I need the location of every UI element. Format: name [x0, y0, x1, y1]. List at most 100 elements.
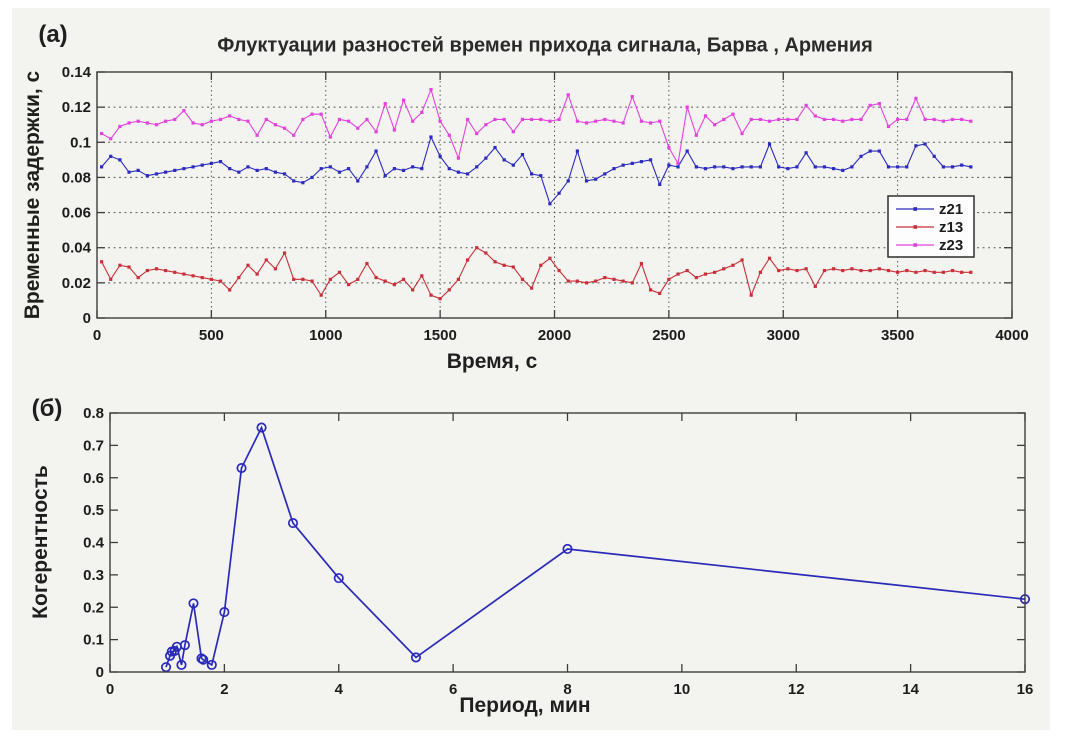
series-когерентность-marker: [196, 653, 207, 664]
series-z21-marker: [850, 165, 854, 169]
panel-a-label: (а): [38, 21, 68, 48]
series-z21-marker: [246, 165, 250, 169]
series-z13-marker: [950, 268, 955, 273]
series-z13-marker: [109, 277, 113, 281]
series-z23-marker: [612, 119, 616, 123]
series-z23-marker: [319, 112, 323, 116]
series-когерентность-marker: [160, 662, 172, 673]
x-tick-label: 4: [335, 681, 344, 698]
y-tick-label: 0.08: [62, 169, 91, 186]
y-tick-label: 0: [83, 310, 91, 327]
series-z13-marker: [237, 275, 241, 280]
series-z21-marker: [859, 154, 863, 158]
series-z21-marker: [475, 165, 479, 169]
series-z13-marker: [365, 261, 369, 266]
series-когерентность-marker: [219, 607, 230, 618]
y-tick-label: 0.4: [83, 535, 105, 552]
series-z13-marker: [374, 275, 378, 280]
series-z23-marker: [557, 117, 561, 122]
series-z13-marker: [932, 270, 936, 274]
series-z23-marker: [292, 133, 296, 137]
series-z13-marker: [658, 291, 662, 295]
series-z13-marker: [200, 275, 204, 280]
series-z21-marker: [493, 145, 497, 150]
y-tick-label: 0.7: [83, 437, 104, 454]
series-z13-marker: [539, 263, 543, 267]
series-z13-marker: [804, 267, 808, 271]
series-z21-marker: [502, 158, 506, 162]
series-когерентность-marker: [562, 543, 573, 555]
series-z13-marker: [429, 293, 433, 297]
series-z21-marker: [777, 165, 781, 169]
series-z21-line: [101, 135, 971, 205]
series-z13-marker: [255, 272, 259, 276]
series-z23-marker: [795, 117, 799, 122]
series-z13-marker: [465, 258, 470, 262]
series-когерентность-marker: [206, 659, 217, 670]
series-z23-marker: [859, 117, 863, 122]
series-z21-marker: [905, 165, 909, 169]
x-tick-label: 1500: [423, 327, 456, 344]
series-z13-marker: [575, 279, 579, 283]
series-z23-marker: [328, 135, 332, 139]
legend-label: z21: [939, 201, 963, 218]
series-z21-marker: [337, 170, 342, 174]
series-z21-marker: [191, 165, 195, 169]
series-z13-marker: [703, 272, 708, 276]
series-z21-marker: [969, 165, 973, 169]
series-z21-marker: [886, 165, 891, 169]
y-tick-label: 0.12: [62, 99, 91, 116]
axes-box: [109, 412, 1026, 673]
series-z21-marker: [182, 167, 186, 171]
series-z23-marker: [420, 110, 424, 115]
series-z23-marker: [868, 103, 872, 107]
series-z13-marker: [136, 275, 140, 280]
series-z23-marker: [200, 123, 204, 127]
series-z21-marker: [530, 172, 534, 176]
series-z21-marker: [685, 149, 689, 153]
series-z13-marker: [484, 251, 488, 255]
x-tick-label: 3500: [881, 327, 914, 344]
series-z13-marker: [456, 277, 461, 281]
series-z13-marker: [164, 268, 168, 273]
y-tick-label: 0.1: [83, 632, 104, 649]
series-z23-marker: [658, 119, 662, 123]
series-z23-marker: [264, 117, 268, 122]
series-z23-marker: [786, 117, 790, 122]
series-z21-marker: [749, 165, 753, 169]
series-когерентность-marker: [176, 659, 187, 670]
x-tick-label: 12: [788, 681, 805, 698]
series-z13-marker: [612, 277, 616, 281]
series-z13-marker: [264, 258, 268, 262]
series-z13-marker: [859, 268, 863, 273]
series-z21-marker: [932, 154, 936, 158]
series-z13-marker: [520, 277, 525, 281]
series-z13-marker: [127, 265, 131, 269]
series-z13-marker: [557, 268, 561, 273]
series-z13-marker: [209, 277, 213, 281]
series-z13-marker: [145, 268, 149, 273]
x-tick-label: 0: [93, 327, 101, 344]
y-tick-label: 0.1: [70, 134, 91, 151]
series-z13-marker: [493, 260, 497, 264]
series-z21-marker: [447, 167, 451, 171]
chart-a-title: Флуктуации разностей времен прихода сигн…: [217, 34, 873, 57]
series-z13-marker: [740, 258, 744, 262]
series-z21-marker: [109, 154, 113, 158]
x-tick-label: 3000: [767, 327, 800, 344]
series-z23-marker: [539, 117, 543, 122]
series-когерентность-marker: [188, 598, 199, 609]
series-z23-marker: [621, 121, 625, 125]
series-z23-marker: [703, 114, 708, 118]
chart-b-y-axis-label: Когерентность: [29, 465, 52, 619]
series-z13-marker: [868, 268, 872, 273]
series-z13-marker: [502, 263, 506, 267]
panel-b-label: (б): [31, 395, 63, 422]
series-z23-marker: [667, 145, 671, 150]
series-z13-marker: [438, 297, 442, 301]
series-z23-marker: [694, 133, 698, 137]
series-z23-marker: [941, 119, 945, 123]
series-z21-marker: [356, 179, 360, 183]
series-z21-marker: [786, 167, 790, 171]
